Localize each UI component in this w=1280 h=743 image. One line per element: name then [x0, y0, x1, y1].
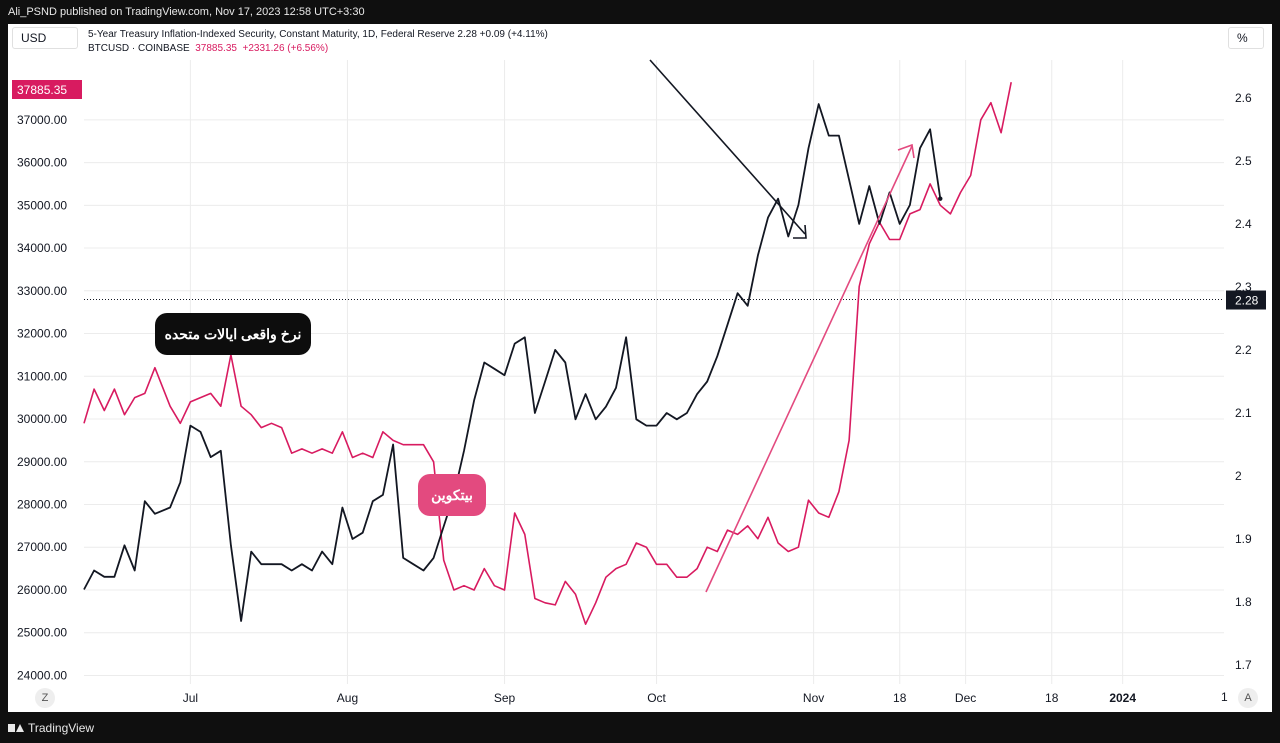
- currency-button[interactable]: USD: [12, 27, 78, 49]
- footer-bar: TradingView: [0, 714, 1280, 743]
- legend-btc-value: 37885.35: [195, 43, 237, 54]
- tradingview-logo-icon: [8, 722, 24, 734]
- tradingview-logo[interactable]: TradingView: [8, 721, 94, 735]
- legend-btc-change: +2331.26 (+6.56%): [242, 43, 329, 54]
- zoom-reset-button[interactable]: Z: [35, 688, 55, 708]
- publisher-header: Ali_PSND published on TradingView.com, N…: [8, 6, 365, 18]
- tradingview-brand-label: TradingView: [28, 721, 95, 735]
- chart-legend: 5-Year Treasury Inflation-Indexed Securi…: [88, 28, 548, 56]
- right-end-tick: 1: [1221, 690, 1228, 704]
- chart-panel[interactable]: USD %: [8, 24, 1272, 712]
- auto-scale-button[interactable]: A: [1238, 688, 1258, 708]
- legend-btc-line: BTCUSD · COINBASE 37885.35 +2331.26 (+6.…: [88, 42, 548, 56]
- legend-btc-name: BTCUSD · COINBASE: [88, 43, 190, 54]
- percent-scale-button[interactable]: %: [1228, 27, 1264, 49]
- legend-tips-line: 5-Year Treasury Inflation-Indexed Securi…: [88, 29, 548, 40]
